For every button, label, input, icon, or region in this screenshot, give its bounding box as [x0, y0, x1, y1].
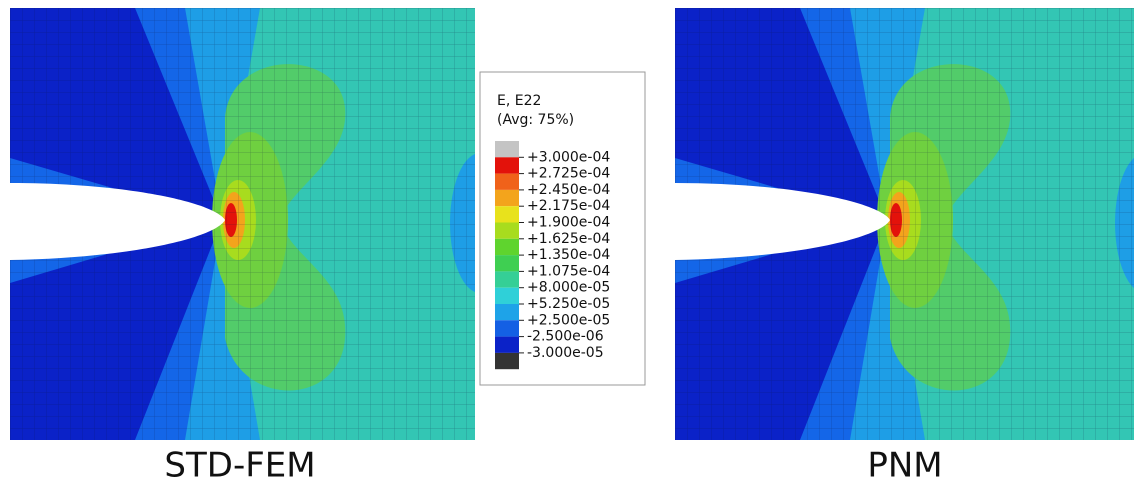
legend-label: +8.000e-05 — [527, 280, 610, 296]
legend-swatch — [495, 255, 519, 272]
legend-swatch — [495, 352, 519, 370]
legend-swatch — [495, 173, 519, 190]
contour-plot — [675, 8, 1134, 440]
legend-label: -3.000e-05 — [527, 345, 604, 361]
legend-title: E, E22 — [497, 93, 541, 109]
legend-swatch — [495, 304, 519, 321]
legend-swatch — [495, 271, 519, 288]
legend-label: +1.900e-04 — [527, 215, 610, 231]
legend-swatch — [495, 189, 519, 207]
legend-label: -2.500e-06 — [527, 329, 604, 345]
legend: +3.000e-04+2.725e-04+2.450e-04+2.175e-04… — [495, 141, 610, 370]
legend-swatch — [495, 320, 519, 337]
legend-swatch — [495, 157, 519, 174]
legend-swatch — [495, 222, 519, 239]
legend-label: +1.350e-04 — [527, 247, 610, 263]
legend-swatch — [495, 287, 519, 304]
legend-label: +1.075e-04 — [527, 263, 610, 279]
panel-caption: STD-FEM — [164, 446, 315, 486]
legend-label: +1.625e-04 — [527, 231, 610, 247]
legend-label: +2.450e-04 — [527, 182, 610, 198]
contour-plot — [10, 8, 510, 440]
legend-label: +2.175e-04 — [527, 198, 610, 214]
legend-swatch — [495, 238, 519, 256]
legend-subtitle: (Avg: 75%) — [497, 112, 574, 128]
panel-caption: PNM — [867, 446, 942, 486]
legend-swatch — [495, 141, 519, 158]
legend-swatch — [495, 206, 519, 223]
legend-label: +5.250e-05 — [527, 296, 610, 312]
legend-label: +2.500e-05 — [527, 312, 610, 328]
legend-label: +3.000e-04 — [527, 149, 610, 165]
legend-swatch — [495, 336, 519, 353]
legend-label: +2.725e-04 — [527, 166, 610, 182]
